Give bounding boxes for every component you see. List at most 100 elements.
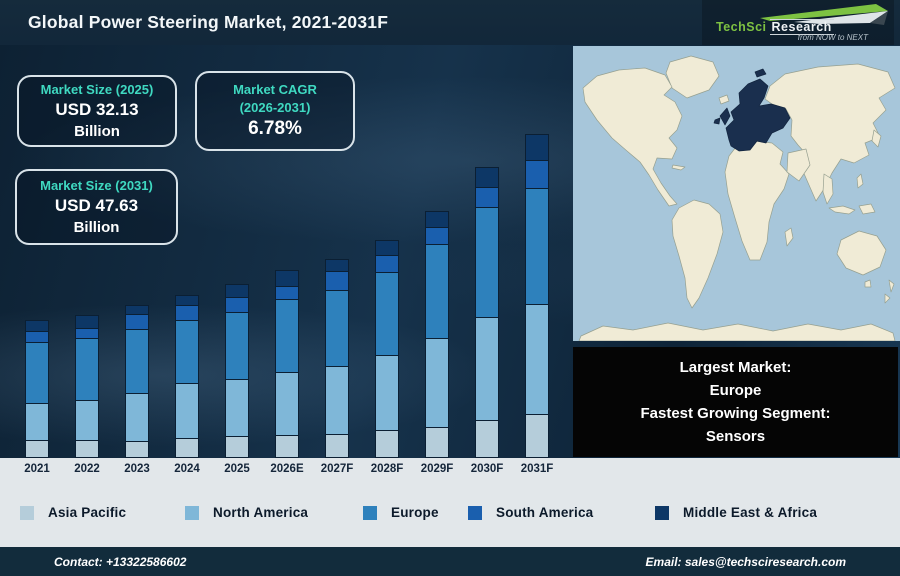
legend-item-europe: Europe bbox=[363, 505, 439, 520]
map-japan bbox=[871, 129, 882, 148]
map-greenland bbox=[665, 55, 720, 99]
map-indonesia bbox=[828, 205, 856, 215]
bar-segment-north-america bbox=[75, 401, 99, 441]
x-axis-label-2021: 2021 bbox=[24, 463, 50, 475]
bar-segment-south-america bbox=[75, 329, 99, 339]
x-axis-label-2022: 2022 bbox=[74, 463, 100, 475]
bar-segment-asia-pacific bbox=[275, 436, 299, 458]
bar-segment-middle-east-africa bbox=[375, 240, 399, 256]
map-new-guinea bbox=[858, 203, 876, 215]
legend-item-asia-pacific: Asia Pacific bbox=[20, 505, 126, 520]
stat-unit: Billion bbox=[73, 219, 120, 236]
bar-segment-south-america bbox=[125, 315, 149, 330]
map-madagascar bbox=[784, 227, 794, 247]
bar-segment-europe bbox=[125, 330, 149, 394]
bar-segment-asia-pacific bbox=[375, 431, 399, 458]
bar-segment-europe bbox=[225, 313, 249, 380]
bar-segment-south-america bbox=[525, 161, 549, 189]
stacked-bar-2030F bbox=[475, 167, 499, 458]
bar-segment-asia-pacific bbox=[175, 439, 199, 458]
map-europe-highlight bbox=[725, 78, 791, 152]
map-iceland bbox=[718, 94, 730, 105]
bar-segment-middle-east-africa bbox=[225, 284, 249, 298]
map-uk-highlight bbox=[719, 107, 731, 126]
bar-segment-asia-pacific bbox=[475, 421, 499, 458]
bar-segment-asia-pacific bbox=[325, 435, 349, 458]
bottom-strip: 2021 2022 2023 2024 2025 2026E 2027F 2028F 2029F… bbox=[0, 458, 900, 547]
x-axis-label-2027F: 2027F bbox=[320, 463, 354, 475]
stat-box-market-size-2025: Market Size (2025) USD 32.13 Billion bbox=[17, 75, 177, 147]
bar-segment-middle-east-africa bbox=[275, 270, 299, 287]
bar-segment-europe bbox=[175, 321, 199, 384]
legend-item-south-america: South America bbox=[468, 505, 593, 520]
bar-segment-north-america bbox=[275, 373, 299, 436]
bar-segment-europe bbox=[425, 245, 449, 339]
bar-segment-middle-east-africa bbox=[325, 259, 349, 272]
x-axis-label-2025: 2025 bbox=[224, 463, 250, 475]
footer-email: Email: sales@techsciresearch.com bbox=[645, 554, 846, 569]
legend-swatch bbox=[655, 505, 669, 520]
bar-segment-europe bbox=[375, 273, 399, 356]
brand-logo: TechSci Research from NOW to NEXT bbox=[702, 0, 894, 45]
stacked-bar-2025 bbox=[225, 284, 249, 458]
bar-segment-north-america bbox=[225, 380, 249, 437]
map-north-america bbox=[582, 67, 683, 207]
stacked-bar-2027F bbox=[325, 259, 349, 458]
brand-name: TechSci Research bbox=[716, 19, 834, 35]
page-title: Global Power Steering Market, 2021-2031F bbox=[28, 12, 389, 32]
bar-segment-north-america bbox=[425, 339, 449, 428]
stat-unit: Billion bbox=[74, 123, 120, 140]
legend-swatch bbox=[363, 505, 377, 520]
bar-segment-north-america bbox=[475, 318, 499, 421]
bar-segment-middle-east-africa bbox=[175, 295, 199, 306]
map-australia bbox=[836, 230, 887, 276]
brand-tagline: from NOW to NEXT bbox=[797, 33, 868, 42]
bar-segment-middle-east-africa bbox=[525, 134, 549, 161]
legend-item-middle-east-africa: Middle East & Africa bbox=[655, 505, 817, 520]
x-axis-label-2026E: 2026E bbox=[270, 463, 304, 475]
bar-segment-north-america bbox=[375, 356, 399, 431]
stat-label: Market CAGR bbox=[233, 82, 317, 97]
stacked-bar-2021 bbox=[25, 320, 49, 458]
brand-arrow-icon bbox=[760, 4, 888, 25]
bars-container bbox=[0, 45, 573, 458]
bar-segment-asia-pacific bbox=[75, 441, 99, 458]
bar-segment-south-america bbox=[25, 332, 49, 343]
stat-label: Market Size (2031) bbox=[40, 178, 153, 193]
bar-segment-asia-pacific bbox=[25, 441, 49, 458]
map-cuba bbox=[671, 164, 686, 171]
map-antarctica bbox=[578, 322, 896, 341]
stacked-bar-2031F bbox=[525, 134, 549, 458]
map-asia bbox=[764, 63, 896, 202]
brand-name-primary: TechSci bbox=[716, 20, 767, 34]
bar-segment-south-america bbox=[475, 188, 499, 208]
highlight-line-segment: Sensors bbox=[705, 428, 766, 445]
legend-label: Europe bbox=[391, 505, 439, 520]
legend-label: South America bbox=[496, 505, 594, 520]
bar-segment-europe bbox=[75, 339, 99, 401]
map-south-america bbox=[671, 199, 724, 309]
stacked-bar-2023 bbox=[125, 305, 149, 458]
stacked-bar-2028F bbox=[375, 240, 399, 458]
highlight-line-fastest-segment: Fastest Growing Segment: bbox=[640, 405, 831, 422]
x-axis-label-2030F: 2030F bbox=[470, 463, 504, 475]
brand-name-secondary: Research bbox=[769, 19, 834, 35]
map-ireland-highlight bbox=[713, 117, 721, 125]
stat-box-cagr: Market CAGR (2026-2031) 6.78% bbox=[195, 71, 355, 151]
bar-segment-middle-east-africa bbox=[475, 167, 499, 188]
bar-segment-asia-pacific bbox=[525, 415, 549, 458]
highlight-line-largest-market: Largest Market: bbox=[679, 359, 792, 376]
x-axis-label-2029F: 2029F bbox=[420, 463, 454, 475]
bar-segment-europe bbox=[475, 208, 499, 318]
x-axis-label-2031F: 2031F bbox=[520, 463, 554, 475]
map-svalbard-highlight bbox=[754, 68, 767, 78]
bar-segment-middle-east-africa bbox=[425, 211, 449, 228]
legend-swatch bbox=[468, 505, 482, 520]
bar-segment-north-america bbox=[525, 305, 549, 415]
map-arabia bbox=[786, 148, 811, 182]
bar-segment-south-america bbox=[275, 287, 299, 300]
bar-segment-asia-pacific bbox=[125, 442, 149, 458]
bar-segment-south-america bbox=[325, 272, 349, 291]
bar-segment-middle-east-africa bbox=[125, 305, 149, 315]
